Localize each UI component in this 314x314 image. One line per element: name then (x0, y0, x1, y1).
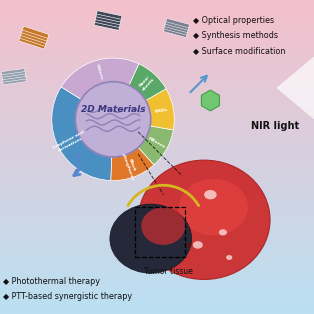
Polygon shape (96, 14, 121, 22)
Wedge shape (146, 89, 174, 130)
Text: Black
phosphorus: Black phosphorus (121, 151, 139, 181)
Text: Nano-
sheets: Nano- sheets (138, 74, 155, 92)
Polygon shape (163, 28, 187, 37)
Wedge shape (129, 64, 166, 100)
Text: TMDs: TMDs (155, 108, 169, 114)
Ellipse shape (141, 207, 185, 245)
Polygon shape (165, 23, 188, 33)
Polygon shape (96, 11, 122, 19)
Ellipse shape (226, 255, 232, 260)
Ellipse shape (179, 179, 248, 236)
Wedge shape (111, 147, 154, 181)
Text: ◆ Surface modification: ◆ Surface modification (193, 46, 285, 55)
Text: NIR light: NIR light (251, 121, 299, 131)
Circle shape (75, 82, 151, 157)
Text: 2D Materials: 2D Materials (81, 106, 145, 114)
Polygon shape (2, 73, 26, 80)
Polygon shape (3, 78, 26, 85)
Text: ◆ Photothermal therapy: ◆ Photothermal therapy (3, 277, 100, 285)
Wedge shape (61, 58, 139, 99)
Polygon shape (94, 22, 120, 30)
Polygon shape (95, 19, 120, 28)
Polygon shape (164, 26, 187, 35)
Polygon shape (95, 16, 121, 25)
Text: Graphene and
derivatives: Graphene and derivatives (52, 131, 87, 154)
Polygon shape (1, 68, 25, 75)
Text: ◆ Optical properties: ◆ Optical properties (193, 16, 274, 25)
Ellipse shape (185, 242, 192, 247)
Polygon shape (22, 26, 49, 38)
Ellipse shape (138, 160, 270, 279)
Text: Others: Others (95, 63, 103, 80)
Polygon shape (20, 34, 46, 46)
Bar (135, 207, 185, 257)
Polygon shape (201, 90, 219, 111)
Polygon shape (165, 21, 189, 30)
Ellipse shape (110, 204, 192, 273)
Text: Tumor tissue: Tumor tissue (143, 267, 192, 276)
Ellipse shape (193, 241, 203, 249)
Polygon shape (19, 37, 46, 49)
Wedge shape (138, 126, 173, 165)
Wedge shape (52, 87, 112, 181)
Polygon shape (21, 32, 47, 44)
Polygon shape (21, 29, 48, 41)
Polygon shape (2, 76, 26, 82)
Ellipse shape (204, 190, 217, 199)
Text: ◆ Synthesis methods: ◆ Synthesis methods (193, 31, 278, 40)
Polygon shape (276, 57, 314, 119)
Text: ◆ PTT-based synergistic therapy: ◆ PTT-based synergistic therapy (3, 292, 132, 300)
Polygon shape (2, 71, 25, 77)
Ellipse shape (219, 229, 227, 236)
Text: MXenes: MXenes (147, 137, 166, 150)
Polygon shape (166, 18, 190, 28)
